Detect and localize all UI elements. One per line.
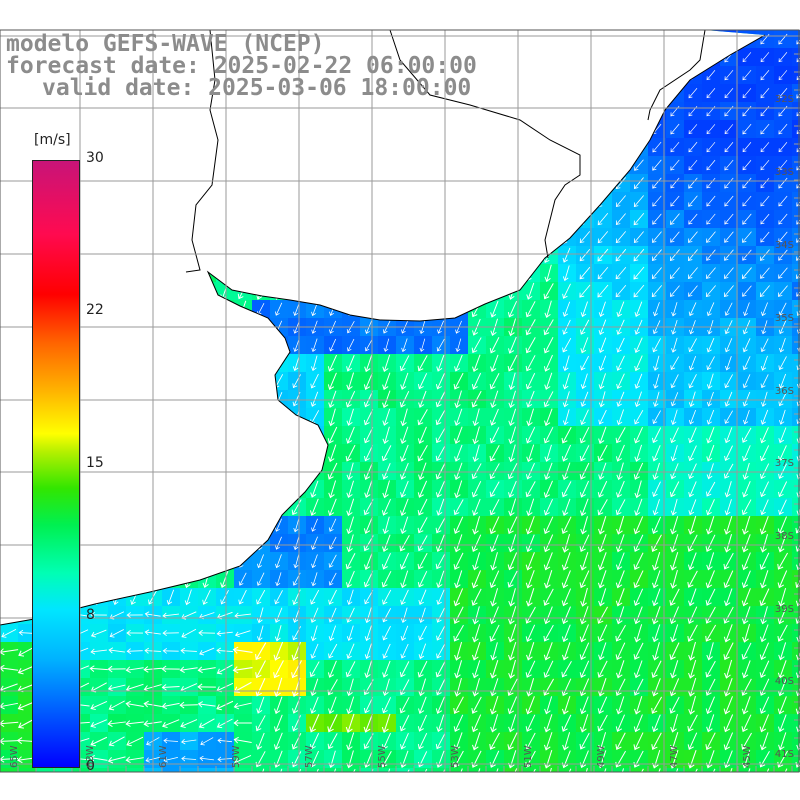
longitude-label: 49W: [596, 745, 607, 768]
longitude-label: 61W: [158, 745, 169, 768]
border-line-2: [389, 29, 581, 259]
latitude-label: 33S: [774, 167, 794, 178]
latitude-label: 35S: [774, 313, 794, 324]
latitude-label: 34S: [774, 240, 794, 251]
longitude-label: 51W: [523, 745, 534, 768]
latitude-label: 39S: [774, 604, 794, 615]
lagoon-outline: [647, 29, 706, 121]
latitude-label: 40S: [774, 676, 794, 687]
latitude-label: 32S: [774, 94, 794, 105]
colorbar-tick-0: 0: [86, 758, 95, 774]
colorbar-tick-8: 8: [86, 607, 95, 623]
colorbar-unit: [m/s]: [34, 132, 71, 148]
longitude-label: 63W: [85, 745, 96, 768]
colorbar-tick-15: 15: [86, 455, 104, 471]
forecast-date: forecast date: 2025-02-22 06:00:00: [6, 53, 477, 79]
latitude-label: 41S: [774, 749, 794, 760]
colorbar-tick-22: 22: [86, 302, 104, 318]
longitude-label: 53W: [450, 745, 461, 768]
longitude-label: 47W: [669, 745, 680, 768]
longitude-label: 59W: [231, 745, 242, 768]
longitude-label: 57W: [304, 745, 315, 768]
longitude-label: 45W: [742, 745, 753, 768]
longitude-label: 65W: [9, 745, 20, 768]
latitude-label: 37S: [774, 458, 794, 469]
colorbar-tick-30: 30: [86, 150, 104, 166]
model-title: modelo GEFS-WAVE (NCEP): [6, 31, 325, 57]
border-line: [185, 29, 219, 273]
latitude-label: 38S: [774, 531, 794, 542]
longitude-label: 55W: [377, 745, 388, 768]
coastline: [0, 34, 766, 626]
colorbar: [32, 160, 80, 768]
lat-lon-grid: [0, 30, 800, 772]
map-frame: [0, 29, 800, 773]
latitude-label: 36S: [774, 386, 794, 397]
valid-date: valid date: 2025-03-06 18:00:00: [42, 75, 472, 101]
